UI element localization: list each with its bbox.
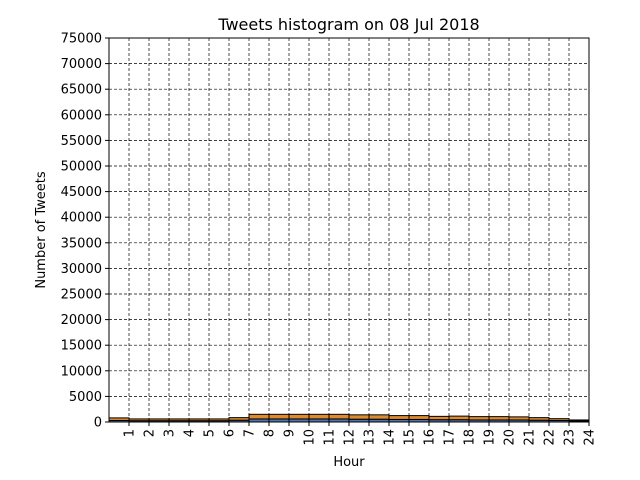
x-tick-label-7: 7 bbox=[243, 429, 258, 437]
y-tick-label-6: 30000 bbox=[61, 262, 102, 277]
histogram-bars bbox=[108, 413, 590, 423]
x-tick-label-17: 17 bbox=[443, 429, 458, 446]
bar-series1-bin0 bbox=[108, 417, 130, 421]
x-tick-label-16: 16 bbox=[423, 429, 438, 446]
x-tick-label-15: 15 bbox=[403, 429, 418, 446]
bar-series1-bin21 bbox=[528, 417, 550, 421]
y-tick-label-14: 70000 bbox=[61, 57, 102, 72]
x-tick-label-5: 5 bbox=[203, 429, 218, 437]
bar-series1-bin23 bbox=[568, 419, 590, 422]
x-tick-label-1: 1 bbox=[123, 429, 138, 437]
bar-series1-bin22 bbox=[548, 418, 570, 421]
y-tick-label-8: 40000 bbox=[61, 211, 102, 226]
x-tick-label-2: 2 bbox=[143, 429, 158, 437]
x-tick-label-13: 13 bbox=[363, 429, 378, 446]
bar-series1-bin19 bbox=[488, 416, 510, 421]
y-tick-label-11: 55000 bbox=[61, 134, 102, 149]
y-tick-label-7: 35000 bbox=[61, 236, 102, 251]
bar-series1-bin20 bbox=[508, 416, 530, 421]
bar-series1-bin2 bbox=[148, 418, 170, 422]
y-tick-label-4: 20000 bbox=[61, 313, 102, 328]
x-tick-label-14: 14 bbox=[383, 429, 398, 446]
bar-series1-bin12 bbox=[348, 414, 370, 420]
x-axis-label: Hour bbox=[333, 455, 365, 470]
y-tick-label-13: 65000 bbox=[61, 83, 102, 98]
chart-title: Tweets histogram on 08 Jul 2018 bbox=[217, 15, 479, 34]
bar-series1-bin17 bbox=[448, 415, 470, 421]
bar-series1-bin10 bbox=[308, 413, 330, 420]
y-tick-label-3: 15000 bbox=[61, 339, 102, 354]
x-axis-ticks: 1 2 3 4 5 6 7 8 9 10 11 12 13 14 15 16 17 18 19 20 21 22 23 24 bbox=[123, 422, 598, 446]
y-axis-ticks: 0 5000 10000 15000 20000 25000 30000 35000 40000… bbox=[61, 32, 109, 431]
bar-series1-bin13 bbox=[368, 414, 390, 420]
x-tick-label-10: 10 bbox=[303, 429, 318, 446]
bar-series1-bin11 bbox=[328, 413, 350, 420]
y-tick-label-12: 60000 bbox=[61, 108, 102, 123]
y-tick-label-15: 75000 bbox=[61, 32, 102, 47]
grid-lines bbox=[108, 37, 590, 423]
x-tick-label-4: 4 bbox=[183, 429, 198, 437]
y-tick-label-2: 10000 bbox=[61, 364, 102, 379]
bar-series1-bin14 bbox=[388, 415, 410, 420]
x-tick-label-23: 23 bbox=[563, 429, 578, 446]
x-tick-label-22: 22 bbox=[543, 429, 558, 446]
x-tick-label-24: 24 bbox=[583, 429, 598, 446]
bar-series1-bin4 bbox=[188, 418, 210, 422]
bar-series1-bin3 bbox=[168, 418, 190, 422]
bar-series1-bin9 bbox=[288, 413, 310, 420]
x-tick-label-3: 3 bbox=[163, 429, 178, 437]
x-tick-label-18: 18 bbox=[463, 429, 478, 446]
bar-series1-bin18 bbox=[468, 416, 490, 421]
y-tick-label-10: 50000 bbox=[61, 160, 102, 175]
x-tick-label-9: 9 bbox=[283, 429, 298, 437]
x-tick-label-12: 12 bbox=[343, 429, 358, 446]
x-tick-label-11: 11 bbox=[323, 429, 338, 446]
bar-series1-bin16 bbox=[428, 415, 450, 421]
x-tick-label-8: 8 bbox=[263, 429, 278, 437]
y-tick-label-9: 45000 bbox=[61, 185, 102, 200]
x-tick-label-21: 21 bbox=[523, 429, 538, 446]
bar-series1-bin7 bbox=[248, 413, 270, 420]
x-tick-label-6: 6 bbox=[223, 429, 238, 437]
bar-series1-bin6 bbox=[228, 417, 250, 421]
bar-series1-bin5 bbox=[208, 418, 230, 422]
bar-series1-bin8 bbox=[268, 413, 290, 420]
x-tick-label-20: 20 bbox=[503, 429, 518, 446]
y-axis-label: Number of Tweets bbox=[34, 171, 49, 289]
y-tick-label-0: 0 bbox=[94, 416, 102, 431]
x-tick-label-19: 19 bbox=[483, 429, 498, 446]
y-tick-label-5: 25000 bbox=[61, 288, 102, 303]
y-tick-label-1: 5000 bbox=[69, 390, 102, 405]
bar-series1-bin15 bbox=[408, 415, 430, 420]
bar-series1-bin1 bbox=[128, 418, 150, 422]
